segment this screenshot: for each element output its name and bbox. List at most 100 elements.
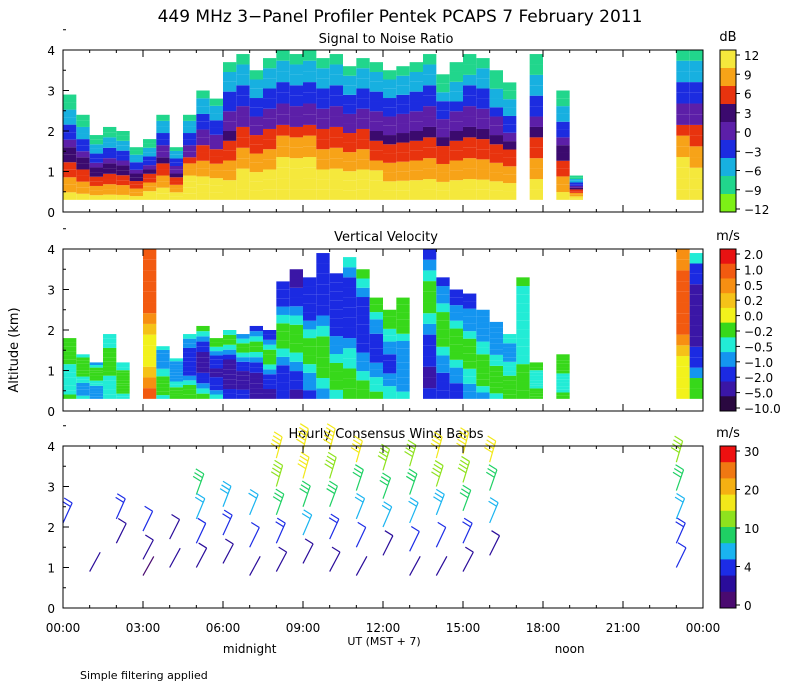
heatmap-cell (503, 361, 517, 367)
heatmap-cell (676, 157, 690, 168)
heatmap-cell (169, 393, 183, 396)
heatmap-cell (316, 346, 330, 358)
heatmap-cell (396, 312, 410, 320)
colorbar-swatch (720, 68, 736, 87)
heatmap-cell (289, 352, 303, 362)
heatmap-cell (289, 95, 303, 107)
heatmap-cell (449, 101, 463, 112)
heatmap-cell (303, 320, 317, 330)
heatmap-cell (76, 370, 90, 374)
heatmap-cell (276, 331, 290, 341)
heatmap-cell (103, 394, 117, 399)
heatmap-cell (329, 327, 343, 337)
wind-barb (409, 556, 421, 576)
heatmap-cell (476, 379, 490, 387)
heatmap-cell (369, 71, 383, 82)
heatmap-cell (276, 314, 290, 324)
heatmap-cell (236, 158, 250, 169)
heatmap-cell (356, 159, 370, 170)
heatmap-cell (276, 373, 290, 383)
heatmap-cell (209, 355, 223, 360)
colorbar-swatch (720, 575, 736, 593)
heatmap-cell (303, 124, 317, 136)
heatmap-cell (503, 334, 517, 339)
heatmap-cell (689, 357, 703, 368)
heatmap-cell (143, 182, 157, 187)
heatmap-cell (423, 323, 437, 335)
heatmap-cell (63, 177, 77, 185)
heatmap-cell (236, 126, 250, 138)
heatmap-cell (489, 393, 503, 399)
heatmap-cell (436, 355, 450, 365)
heatmap-cell (183, 394, 197, 399)
heatmap-cell (529, 137, 543, 148)
heatmap-cell (196, 378, 210, 384)
heatmap-cell (289, 361, 303, 372)
heatmap-cell (463, 323, 477, 332)
heatmap-cell (236, 389, 250, 395)
heatmap-cell (89, 148, 103, 154)
heatmap-cell (156, 139, 170, 146)
heatmap-cell (276, 167, 290, 179)
colorbar-label: −5.0 (744, 387, 773, 401)
heatmap-cell (303, 338, 317, 347)
heatmap-cell (223, 349, 237, 355)
heatmap-cell (676, 291, 690, 303)
wind-barb (431, 460, 444, 487)
heatmap-cell (689, 284, 703, 295)
heatmap-cell (556, 389, 570, 393)
wind-barb (462, 546, 474, 572)
heatmap-cell (316, 263, 330, 274)
heatmap-cell (196, 106, 210, 114)
heatmap-cell (343, 297, 357, 308)
heatmap-cell (196, 176, 210, 185)
heatmap-cell (329, 189, 343, 200)
heatmap-cell (516, 364, 530, 373)
heatmap-cell (129, 173, 143, 178)
heatmap-cell (436, 110, 450, 120)
colorbar-label: −6 (744, 165, 762, 179)
heatmap-cell (356, 78, 370, 89)
heatmap-cell (209, 368, 223, 373)
heatmap-cell (356, 128, 370, 140)
heatmap-cell (423, 313, 437, 324)
heatmap-cell (143, 356, 157, 367)
heatmap-cell (369, 160, 383, 171)
heatmap-cell (129, 188, 143, 193)
heatmap-cell (303, 346, 317, 356)
x-tick-label: 03:00 (126, 621, 161, 635)
heatmap-cell (89, 190, 103, 196)
heatmap-cell (329, 389, 343, 399)
heatmap-cell (196, 331, 210, 337)
heatmap-cell (343, 190, 357, 200)
heatmap-cell (249, 336, 263, 342)
heatmap-cell (76, 357, 90, 361)
heatmap-cell (556, 129, 570, 138)
heatmap-cell (236, 137, 250, 148)
heatmap-cell (89, 365, 103, 368)
heatmap-cell (503, 380, 517, 385)
heatmap-cell (489, 387, 503, 394)
x-tick-label: 09:00 (286, 621, 321, 635)
wind-barb (299, 480, 311, 507)
heatmap-cell (236, 384, 250, 390)
heatmap-cell (236, 116, 250, 127)
colorbar-swatch (720, 510, 736, 528)
heatmap-cell (356, 324, 370, 335)
wind-colorbar-unit: m/s (716, 426, 740, 441)
heatmap-cell (209, 141, 223, 150)
colorbar-swatch (720, 86, 736, 105)
heatmap-cell (689, 178, 703, 190)
heatmap-cell (489, 321, 503, 328)
heatmap-cell (463, 376, 477, 384)
heatmap-cell (356, 371, 370, 381)
heatmap-cell (556, 192, 570, 200)
heatmap-cell (156, 357, 170, 362)
heatmap-cell (383, 144, 397, 154)
heatmap-cell (196, 121, 210, 130)
heatmap-cell (169, 166, 183, 170)
heatmap-cell (183, 169, 197, 176)
heatmap-cell (156, 114, 170, 121)
heatmap-cell (156, 169, 170, 176)
heatmap-cell (183, 361, 197, 367)
